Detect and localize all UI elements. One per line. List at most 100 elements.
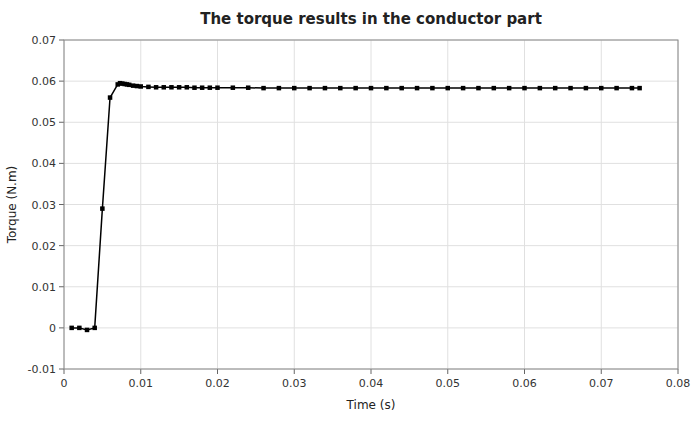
y-grid-line xyxy=(64,81,678,82)
marker xyxy=(169,85,174,90)
x-tick xyxy=(447,369,448,374)
x-tick-label: 0.08 xyxy=(666,377,691,390)
y-tick xyxy=(59,40,64,41)
marker xyxy=(614,86,619,91)
x-tick-label: 0.03 xyxy=(282,377,307,390)
marker xyxy=(369,86,374,91)
marker xyxy=(215,85,220,90)
y-tick-label: 0.04 xyxy=(32,157,57,170)
marker xyxy=(353,86,358,91)
x-tick-label: 0.04 xyxy=(359,377,384,390)
y-tick-label: 0.03 xyxy=(32,199,57,212)
y-axis-label: Torque (N.m) xyxy=(5,166,19,245)
marker xyxy=(162,85,167,90)
marker xyxy=(384,86,389,91)
x-tick-label: 0.05 xyxy=(436,377,461,390)
marker xyxy=(139,84,144,89)
title: The torque results in the conductor part xyxy=(200,10,542,28)
marker xyxy=(200,85,205,90)
marker xyxy=(127,83,132,88)
x-tick xyxy=(371,369,372,374)
marker xyxy=(146,85,151,90)
marker xyxy=(192,85,197,90)
y-tick xyxy=(59,122,64,123)
marker xyxy=(177,85,182,90)
grid xyxy=(64,40,678,369)
y-tick xyxy=(59,369,64,370)
x-tick-label: 0.01 xyxy=(129,377,154,390)
marker xyxy=(522,86,527,91)
x-tick xyxy=(64,369,65,374)
marker xyxy=(69,326,74,331)
marker xyxy=(553,86,558,91)
x-tick xyxy=(601,369,602,374)
marker xyxy=(92,326,97,331)
x-tick xyxy=(524,369,525,374)
y-grid-line xyxy=(64,245,678,246)
marker xyxy=(307,86,312,91)
y-grid-line xyxy=(64,286,678,287)
x-axis-label: Time (s) xyxy=(346,398,396,412)
chart: 0 0.01 0.02 0.03 0.04 0.05 0.06 0.07 0.08 -0.01 0 0… xyxy=(0,0,700,421)
marker xyxy=(277,86,282,91)
marker xyxy=(292,86,297,91)
marker xyxy=(599,86,604,91)
y-tick-label: 0.07 xyxy=(32,34,57,47)
y-tick-label: 0 xyxy=(49,322,56,335)
y-grid-line xyxy=(64,204,678,205)
marker xyxy=(492,86,497,91)
marker xyxy=(507,86,512,91)
marker xyxy=(135,84,140,89)
marker xyxy=(77,326,82,331)
background xyxy=(0,0,700,421)
series xyxy=(69,81,641,332)
y-grid-line xyxy=(64,163,678,164)
marker xyxy=(323,86,328,91)
marker xyxy=(208,85,213,90)
marker xyxy=(100,206,105,211)
x-tick-label: 0 xyxy=(61,377,68,390)
x-tick-label: 0.02 xyxy=(205,377,230,390)
y-tick xyxy=(59,327,64,328)
y-grid-line xyxy=(64,327,678,328)
x-tick xyxy=(140,369,141,374)
marker xyxy=(430,86,435,91)
marker xyxy=(630,86,635,91)
marker xyxy=(476,86,481,91)
y-tick-label: 0.05 xyxy=(32,116,57,129)
marker xyxy=(637,86,642,91)
y-tick xyxy=(59,163,64,164)
line xyxy=(72,83,640,330)
marker xyxy=(446,86,451,91)
x-tick xyxy=(294,369,295,374)
marker xyxy=(85,328,90,333)
marker xyxy=(338,86,343,91)
y-tick-label: 0.02 xyxy=(32,240,57,253)
axes: 0 0.01 0.02 0.03 0.04 0.05 0.06 0.07 0.08 -0.01 0 0… xyxy=(28,34,691,390)
marker xyxy=(261,86,266,91)
marker xyxy=(584,86,589,91)
x-tick-label: 0.06 xyxy=(512,377,537,390)
y-tick xyxy=(59,204,64,205)
y-tick xyxy=(59,286,64,287)
y-tick xyxy=(59,81,64,82)
y-grid-line xyxy=(64,122,678,123)
y-tick-label: 0.01 xyxy=(32,281,57,294)
marker xyxy=(154,85,159,90)
marker xyxy=(461,86,466,91)
marker xyxy=(231,85,236,90)
marker xyxy=(185,85,190,90)
marker xyxy=(538,86,543,91)
x-tick xyxy=(217,369,218,374)
marker xyxy=(131,83,136,88)
marker xyxy=(246,85,251,90)
y-tick-label: -0.01 xyxy=(28,363,56,376)
y-tick xyxy=(59,245,64,246)
x-tick xyxy=(678,369,679,374)
marker xyxy=(415,86,420,91)
y-tick-label: 0.06 xyxy=(32,75,57,88)
marker xyxy=(568,86,573,91)
marker xyxy=(399,86,404,91)
plot-frame xyxy=(64,40,678,369)
x-tick-label: 0.07 xyxy=(589,377,614,390)
